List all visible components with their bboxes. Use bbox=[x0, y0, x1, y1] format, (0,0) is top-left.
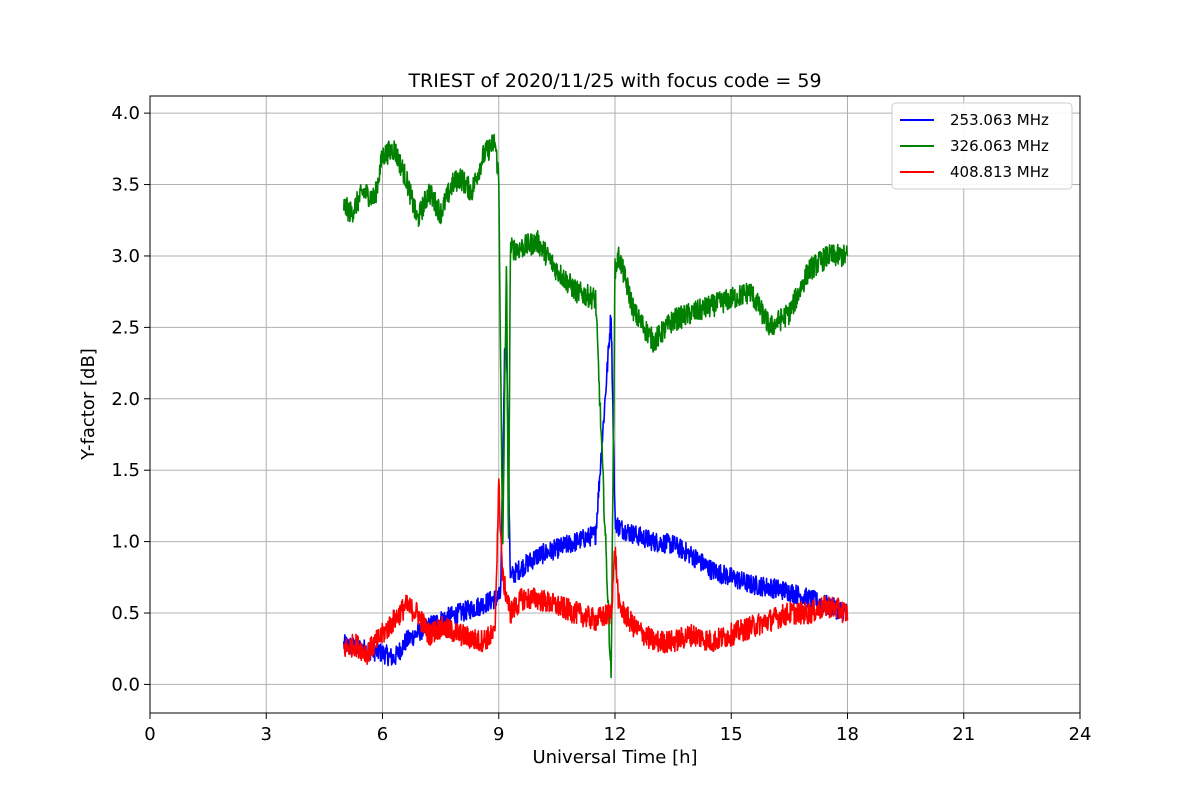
x-tick-label: 9 bbox=[493, 724, 504, 745]
x-axis: 0 3 6 9 12 15 18 21 24 bbox=[144, 713, 1091, 745]
x-tick-label: 12 bbox=[604, 724, 627, 745]
y-tick-label: 0.5 bbox=[111, 603, 140, 624]
series-line bbox=[342, 133, 849, 679]
y-tick-label: 2.5 bbox=[111, 317, 140, 338]
x-tick-label: 15 bbox=[720, 724, 743, 745]
y-axis-title: Y-factor [dB] bbox=[78, 348, 99, 461]
x-tick-label: 18 bbox=[836, 724, 859, 745]
y-tick-label: 3.0 bbox=[111, 246, 140, 267]
legend-label: 408.813 MHz bbox=[950, 163, 1049, 181]
y-tick-label: 0.0 bbox=[111, 674, 140, 695]
y-tick-label: 2.0 bbox=[111, 389, 140, 410]
legend-label: 253.063 MHz bbox=[950, 111, 1049, 129]
x-tick-label: 21 bbox=[952, 724, 975, 745]
legend-box bbox=[891, 102, 1073, 190]
y-tick-label: 1.5 bbox=[111, 460, 140, 481]
y-tick-label: 3.5 bbox=[111, 175, 140, 196]
chart-title: TRIEST of 2020/11/25 with focus code = 5… bbox=[407, 70, 821, 92]
y-tick-label: 1.0 bbox=[111, 532, 140, 553]
series-layer bbox=[342, 133, 849, 679]
x-tick-label: 0 bbox=[144, 724, 155, 745]
series-line bbox=[342, 478, 849, 665]
x-axis-title: Universal Time [h] bbox=[532, 747, 697, 768]
y-axis: 0.0 0.5 1.0 1.5 2.0 2.5 3.0 3.5 4.0 bbox=[111, 103, 150, 695]
x-tick-label: 24 bbox=[1069, 724, 1092, 745]
x-tick-label: 6 bbox=[377, 724, 388, 745]
legend-label: 326.063 MHz bbox=[950, 137, 1049, 155]
x-tick-label: 3 bbox=[261, 724, 272, 745]
y-tick-label: 4.0 bbox=[111, 103, 140, 124]
legend: 253.063 MHz 326.063 MHz 408.813 MHz bbox=[891, 102, 1073, 190]
